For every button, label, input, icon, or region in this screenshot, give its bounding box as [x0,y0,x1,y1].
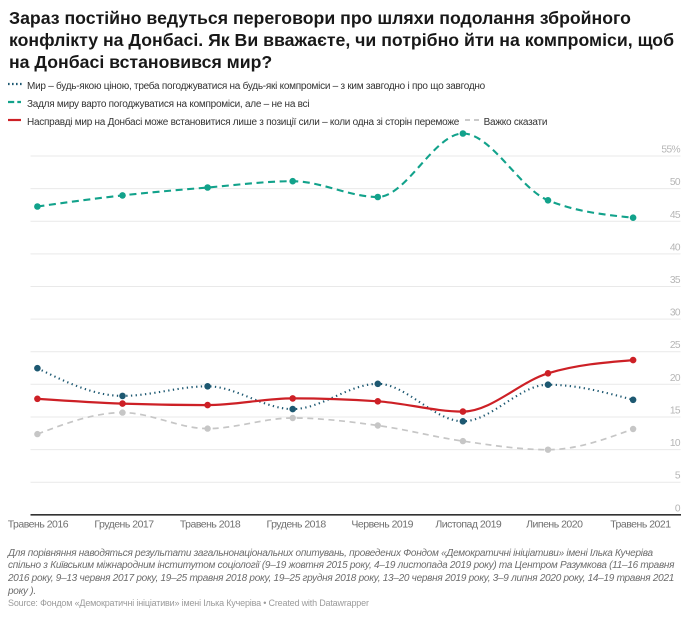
svg-text:Липень 2020: Липень 2020 [526,518,583,530]
svg-text:Грудень 2018: Грудень 2018 [266,518,326,530]
svg-text:35: 35 [670,275,681,286]
svg-text:Листопад 2019: Листопад 2019 [435,518,502,530]
svg-text:Травень 2018: Травень 2018 [180,518,241,530]
svg-text:10: 10 [670,438,681,449]
svg-text:Травень 2016: Травень 2016 [8,518,69,530]
svg-text:Грудень 2017: Грудень 2017 [94,518,154,530]
svg-text:45: 45 [670,210,681,221]
svg-text:Червень 2019: Червень 2019 [351,518,413,530]
svg-text:20: 20 [670,373,681,384]
svg-text:55%: 55% [661,145,680,156]
svg-text:Травень 2021: Травень 2021 [610,518,671,530]
svg-text:25: 25 [670,340,681,351]
svg-text:40: 40 [670,242,681,253]
svg-text:15: 15 [670,406,681,417]
svg-text:5: 5 [675,471,681,482]
svg-text:30: 30 [670,308,681,319]
svg-text:0: 0 [675,503,681,514]
svg-text:50: 50 [670,177,681,188]
